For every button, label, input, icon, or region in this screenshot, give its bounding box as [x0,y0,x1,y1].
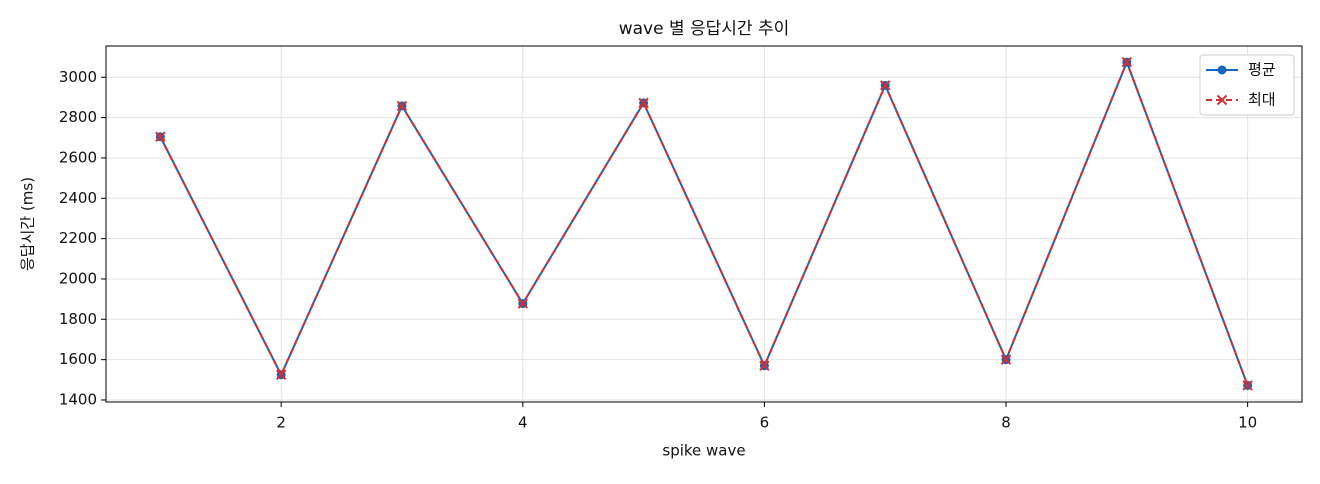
plot-frame [105,45,1303,403]
y-tick-label: 2600 [59,148,97,166]
x-tick-label: 2 [276,414,286,432]
legend-marker [1217,65,1227,75]
y-tick-label: 2400 [59,189,97,207]
marker [1121,56,1133,68]
y-tick-label: 2800 [59,108,97,126]
marker [155,131,166,142]
marker [638,97,649,109]
y-tick-label: 3000 [59,68,97,86]
legend-label: 평균 [1248,61,1276,79]
x-tick-label: 8 [1001,414,1011,432]
x-tick-label: 6 [760,414,770,432]
legend-label: 최대 [1248,91,1276,109]
x-axis-label: spike wave [662,442,745,460]
marker [1242,380,1253,391]
y-tick-label: 1800 [59,310,97,328]
marker [396,100,408,112]
legend-marker [1216,94,1228,106]
chart-title: wave 별 응답시간 추이 [619,19,790,39]
x-tick-label: 10 [1238,414,1257,432]
y-axis-label: 응답시간 (ms) [19,177,37,271]
y-tick-label: 2200 [59,229,97,247]
legend-box [1199,54,1295,116]
y-tick-label: 2000 [59,269,97,287]
marker [517,298,528,309]
y-tick-label: 1600 [59,350,97,368]
y-tick-label: 1400 [59,390,97,408]
marker [275,369,287,380]
line [159,59,1249,386]
marker [1000,354,1012,365]
marker [880,80,891,91]
marker [759,360,770,371]
x-tick-label: 4 [518,414,528,432]
